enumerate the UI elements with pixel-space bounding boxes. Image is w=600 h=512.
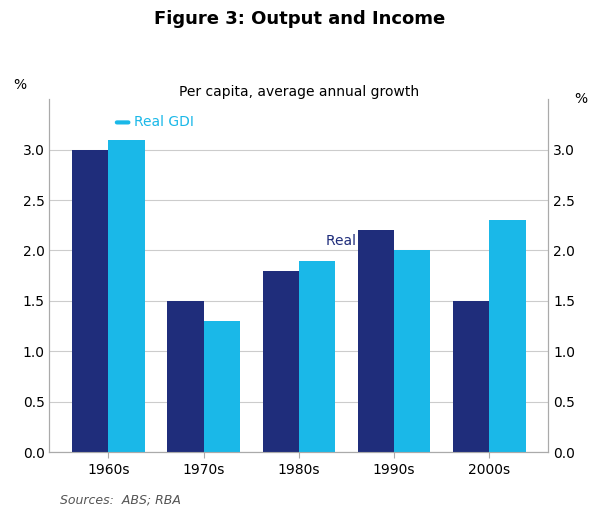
Bar: [109, 140, 145, 452]
Text: Real GDP: Real GDP: [326, 234, 391, 248]
Bar: [394, 250, 430, 452]
Y-axis label: %: %: [574, 92, 587, 106]
Text: Figure 3: Output and Income: Figure 3: Output and Income: [154, 10, 446, 28]
Bar: [490, 220, 526, 452]
Title: Per capita, average annual growth: Per capita, average annual growth: [179, 85, 419, 99]
Y-axis label: %: %: [13, 78, 26, 92]
Bar: [263, 271, 299, 452]
Bar: [299, 261, 335, 452]
Text: Real GDI: Real GDI: [134, 115, 194, 130]
Bar: [358, 230, 394, 452]
Text: Sources:  ABS; RBA: Sources: ABS; RBA: [60, 494, 181, 507]
Bar: [203, 321, 240, 452]
Bar: [453, 301, 490, 452]
Bar: [72, 150, 109, 452]
Bar: [167, 301, 203, 452]
